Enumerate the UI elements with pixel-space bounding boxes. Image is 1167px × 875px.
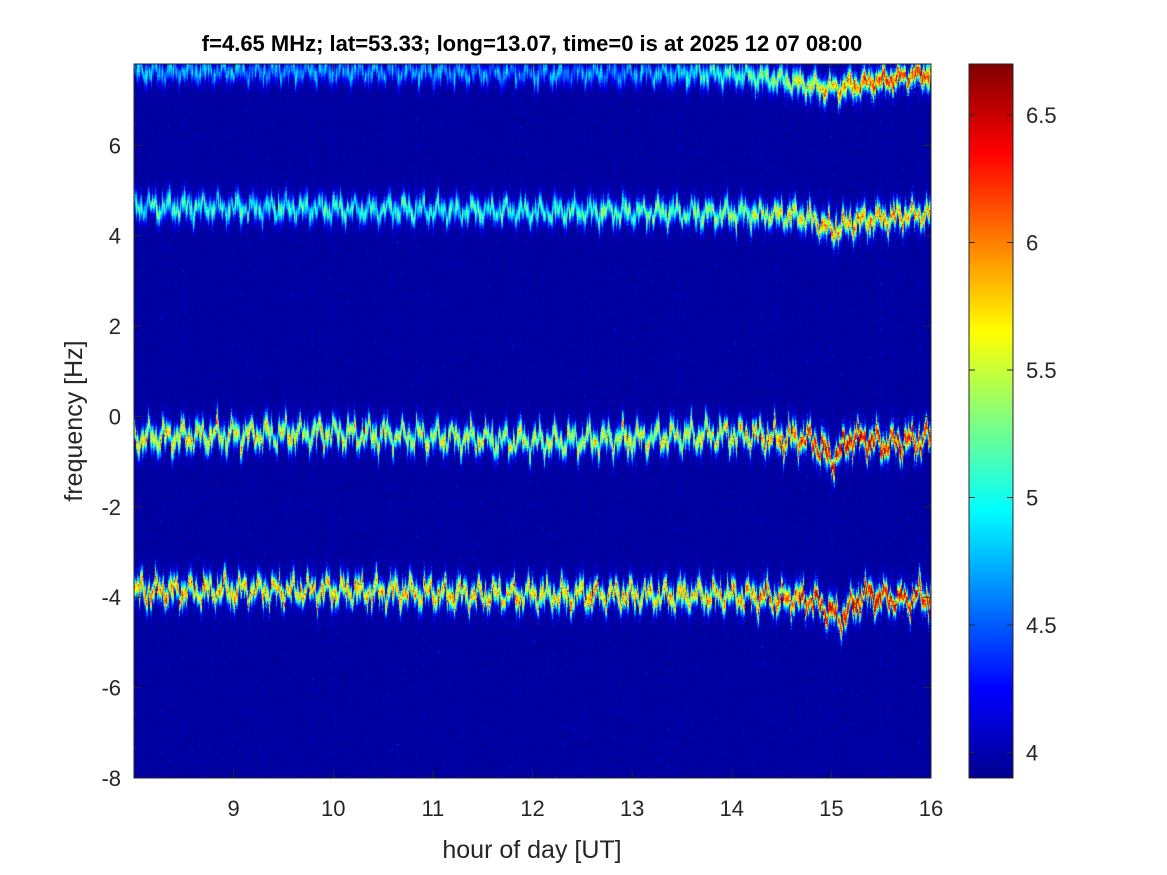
y-tick-label: -2 [101,495,121,520]
x-tick-label: 12 [520,796,544,821]
x-axis: 9 10 11 12 13 14 15 16 [228,64,943,821]
colorbar-tick-label: 6.5 [1026,103,1057,128]
y-tick-label: -6 [101,676,121,701]
x-tick-label: 10 [321,796,345,821]
y-tick-label: 6 [109,133,121,158]
x-tick-label: 14 [720,796,744,821]
x-tick-label: 16 [919,796,943,821]
plot-area [133,63,932,779]
colorbar-scale [968,63,1014,779]
chart-title: f=4.65 MHz; lat=53.33; long=13.07, time=… [202,31,862,56]
heatmap-image [134,64,931,778]
x-axis-label: hour of day [UT] [442,836,621,864]
colorbar-tick-label: 5.5 [1026,358,1057,383]
colorbar-ticks: 4 4.5 5 5.5 6 6.5 [969,103,1057,766]
colorbar-tick-label: 6 [1026,231,1038,256]
colorbar-tick-label: 4 [1026,741,1038,766]
y-tick-label: 2 [109,314,121,339]
y-tick-label: 4 [109,224,121,249]
colorbar-tick-label: 5 [1026,486,1038,511]
y-tick-label: -8 [101,766,121,791]
x-tick-label: 15 [819,796,843,821]
colorbar-tick-label: 4.5 [1026,613,1057,638]
x-tick-label: 13 [620,796,644,821]
x-tick-label: 9 [228,796,240,821]
colorbar: 4 4.5 5 5.5 6 6.5 [968,63,1057,779]
x-tick-label: 11 [421,796,444,821]
y-axis: -8 -6 -4 -2 0 2 4 6 [101,133,931,791]
y-tick-label: 0 [109,404,121,429]
y-tick-label: -4 [101,585,121,610]
y-axis-label: frequency [Hz] [60,340,88,501]
